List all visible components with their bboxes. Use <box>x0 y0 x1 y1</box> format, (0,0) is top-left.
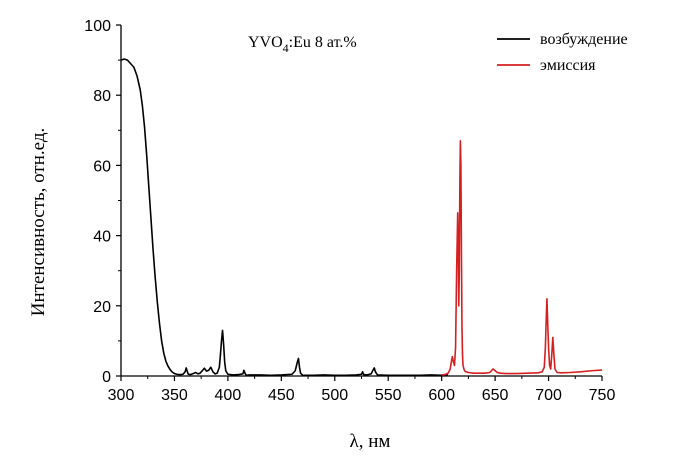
sample-annotation: YVO4:Eu 8 ат.% <box>248 34 357 55</box>
y-tick-label: 100 <box>84 18 111 35</box>
excitation-series-line <box>120 58 449 377</box>
x-tick-label: 450 <box>268 387 295 404</box>
annotation-subscript: 4 <box>283 41 289 55</box>
x-tick-label: 400 <box>215 387 242 404</box>
x-axis-title: λ, нм <box>350 431 391 452</box>
legend: возбуждение эмиссия <box>497 31 628 74</box>
x-tick-label: 500 <box>321 387 348 404</box>
y-tick-label: 20 <box>93 299 111 316</box>
x-tick-label: 600 <box>428 387 455 404</box>
annotation-rest: :Eu 8 ат.% <box>289 34 357 51</box>
y-tick-label: 40 <box>93 229 111 246</box>
legend-label-excitation: возбуждение <box>540 31 628 48</box>
legend-label-emission: эмиссия <box>540 57 596 74</box>
y-tick-label: 60 <box>93 158 111 175</box>
series-layer <box>120 58 603 377</box>
annotation-main: YVO <box>248 34 283 51</box>
x-tick-label: 700 <box>535 387 562 404</box>
x-tick-label: 750 <box>589 387 616 404</box>
y-ticks: 0 20 40 60 80 100 <box>84 18 121 386</box>
y-tick-label: 80 <box>93 88 111 105</box>
x-tick-label: 350 <box>161 387 188 404</box>
x-tick-label: 550 <box>375 387 402 404</box>
plot-area: 300 350 400 450 500 550 600 650 700 750 0 20 40 60 80… <box>84 18 615 404</box>
y-axis-title: Интенсивность, отн.ед. <box>28 128 49 316</box>
emission-series-line <box>441 140 603 376</box>
x-ticks: 300 350 400 450 500 550 600 650 700 750 <box>108 376 616 404</box>
x-tick-label: 300 <box>108 387 135 404</box>
x-tick-label: 650 <box>482 387 509 404</box>
y-tick-label: 0 <box>102 369 111 386</box>
